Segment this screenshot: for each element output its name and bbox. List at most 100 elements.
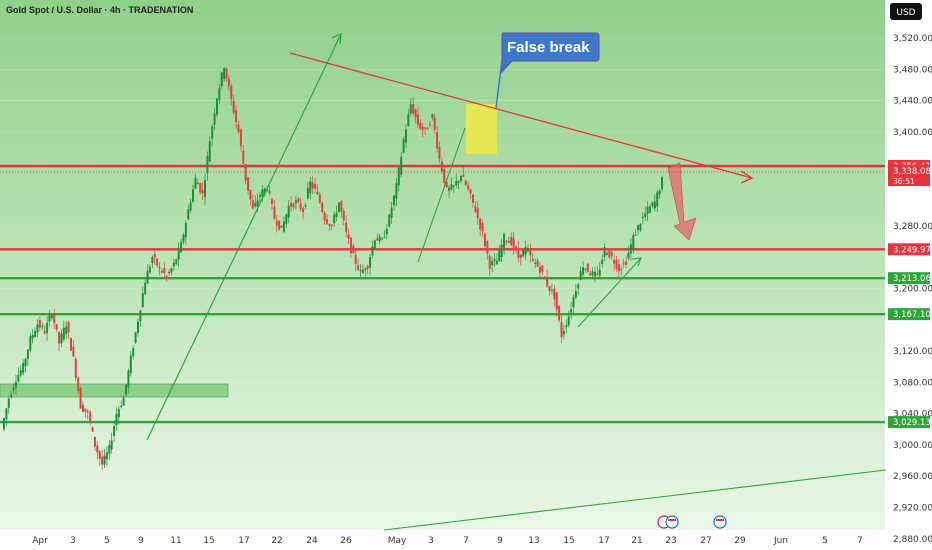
candle-body — [357, 265, 360, 270]
us-flag-icon[interactable] — [665, 515, 679, 529]
candle-body — [431, 114, 434, 118]
uptrend-line-may — [417, 127, 466, 263]
candle-body — [326, 219, 329, 224]
candle-body — [404, 129, 407, 143]
candle-body — [366, 266, 369, 269]
candle-body — [139, 310, 142, 322]
candle-body — [450, 184, 453, 190]
candle-body — [201, 189, 204, 194]
candle-body — [476, 208, 479, 219]
candle-body — [321, 203, 324, 213]
x-tick-label: May — [388, 536, 407, 546]
candle-body — [560, 322, 563, 338]
candle-body — [26, 349, 29, 359]
currency-button-bg[interactable] — [890, 3, 922, 20]
candle-body — [84, 408, 87, 412]
x-tick-label: 15 — [563, 536, 574, 546]
candle-body — [419, 123, 422, 129]
callout-pointer — [495, 59, 503, 109]
candle-body — [280, 225, 283, 228]
candle-body — [314, 184, 317, 189]
candle-body — [574, 291, 577, 298]
candle-body — [536, 260, 539, 267]
currency-button-label[interactable]: USD — [896, 8, 915, 18]
candle-body — [297, 198, 300, 202]
candle-body — [273, 206, 276, 219]
current-price-value: 3,338.08 — [893, 167, 931, 177]
candle-body — [409, 104, 412, 114]
candle-body — [220, 72, 223, 87]
candle-body — [436, 132, 439, 149]
candle-body — [10, 394, 13, 397]
candle-body — [471, 194, 474, 203]
candle-body — [81, 404, 84, 412]
candle-body — [603, 247, 606, 257]
candle-body — [519, 254, 522, 259]
x-tick-label: 15 — [203, 536, 214, 546]
x-tick-label: 13 — [528, 536, 539, 546]
candle-body — [244, 164, 247, 181]
price-level-label: 3,249.97 — [893, 245, 931, 255]
candle-body — [38, 320, 41, 328]
candle-body — [134, 332, 137, 343]
price-level-label: 3,167.10 — [893, 310, 931, 320]
x-tick-label: 5 — [822, 536, 828, 546]
candle-body — [122, 397, 125, 406]
candle-body — [617, 264, 620, 272]
candle-body — [113, 426, 116, 436]
currency-button[interactable]: USD — [890, 3, 922, 20]
candle-body — [242, 150, 245, 164]
candle-body — [641, 216, 644, 219]
candle-body — [469, 189, 472, 194]
y-tick-label: 2,920.00 — [893, 504, 932, 514]
candle-body — [218, 88, 221, 101]
candle-body — [553, 288, 556, 300]
candle-body — [486, 241, 489, 254]
candle-body — [127, 370, 130, 388]
candle-body — [443, 168, 446, 183]
candle-body — [483, 233, 486, 247]
candle-body — [180, 242, 183, 253]
candle-body — [460, 176, 463, 182]
candle-body — [275, 220, 278, 226]
candle-body — [146, 270, 149, 284]
candle-body — [629, 244, 632, 254]
candle-body — [235, 110, 238, 123]
candle-body — [524, 247, 527, 255]
candle-body — [467, 185, 470, 190]
candle-body — [192, 189, 195, 202]
candle-body — [299, 203, 302, 210]
plot-background — [0, 0, 885, 530]
candle-body — [371, 246, 374, 256]
candle-body — [328, 223, 331, 226]
candle-body — [488, 255, 491, 269]
candle-body — [546, 276, 549, 287]
candle-body — [268, 190, 271, 194]
candle-body — [610, 252, 613, 256]
candle-body — [282, 221, 285, 232]
us-flag-icon-2[interactable] — [713, 515, 727, 529]
candle-body — [452, 185, 455, 187]
x-tick-label: 27 — [700, 536, 711, 546]
candle-body — [43, 330, 46, 334]
candle-body — [251, 200, 254, 209]
candle-body — [601, 259, 604, 265]
candle-body — [120, 405, 123, 408]
candle-body — [230, 85, 233, 100]
candle-body — [14, 381, 17, 388]
uptrend-line-late-may — [577, 258, 641, 328]
candle-body — [98, 451, 101, 459]
candle-body — [481, 222, 484, 232]
candle-body — [527, 250, 530, 252]
candle-body — [390, 208, 393, 218]
y-tick-label: 3,400.00 — [893, 128, 932, 138]
candle-body — [333, 214, 336, 224]
candle-body — [17, 374, 20, 382]
candle-body — [661, 177, 663, 190]
candle-body — [196, 182, 199, 185]
callout-text: False break — [507, 39, 590, 56]
candle-body — [148, 266, 151, 273]
candle-body — [249, 189, 252, 200]
economic-event-icons[interactable] — [657, 515, 727, 529]
